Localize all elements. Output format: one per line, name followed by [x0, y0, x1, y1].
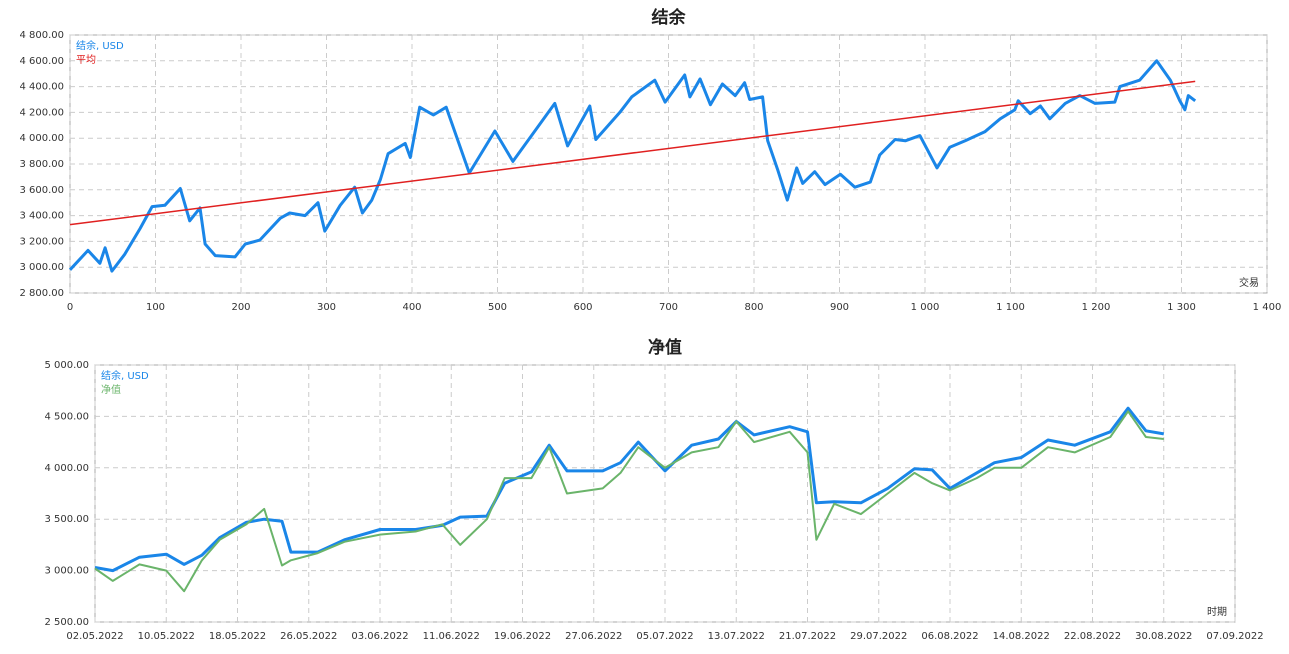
x-tick-label: 1 300: [1167, 302, 1196, 313]
x-tick-label: 21.07.2022: [779, 631, 836, 642]
legend-entry: 净值: [101, 383, 121, 396]
x-tick-label: 19.06.2022: [494, 631, 551, 642]
x-tick-label: 1 000: [911, 302, 940, 313]
y-tick-label: 3 000.00: [44, 566, 89, 577]
x-tick-label: 22.08.2022: [1064, 631, 1121, 642]
x-tick-label: 600: [573, 302, 592, 313]
y-tick-label: 2 500.00: [44, 617, 89, 628]
series-line: [68, 59, 1197, 273]
x-tick-label: 100: [146, 302, 165, 313]
legend-entry: 平均: [76, 54, 96, 66]
y-tick-label: 3 400.00: [19, 211, 64, 222]
x-tick-label: 200: [231, 302, 250, 313]
x-tick-label: 29.07.2022: [850, 631, 907, 642]
series-line: [94, 406, 1165, 573]
x-tick-label: 13.07.2022: [708, 631, 765, 642]
y-tick-label: 3 600.00: [19, 185, 64, 196]
x-tick-label: 03.06.2022: [351, 631, 408, 642]
x-tick-label: 1 200: [1082, 302, 1111, 313]
x-tick-label: 18.05.2022: [209, 631, 266, 642]
x-tick-label: 0: [67, 302, 73, 313]
y-tick-label: 3 200.00: [19, 236, 64, 247]
x-tick-label: 02.05.2022: [66, 631, 123, 642]
y-tick-label: 5 000.00: [44, 360, 89, 371]
chart-title: 结余: [652, 7, 687, 28]
y-tick-label: 2 800.00: [19, 288, 64, 299]
x-tick-label: 06.08.2022: [921, 631, 978, 642]
x-tick-label: 27.06.2022: [565, 631, 622, 642]
y-tick-label: 3 500.00: [44, 514, 89, 525]
x-tick-label: 10.05.2022: [138, 631, 195, 642]
x-tick-label: 30.08.2022: [1135, 631, 1192, 642]
series-line: [94, 410, 1164, 593]
x-tick-label: 1 100: [996, 302, 1025, 313]
y-tick-label: 4 800.00: [19, 30, 64, 41]
chart-title: 净值: [648, 337, 682, 358]
y-tick-label: 4 500.00: [44, 411, 89, 422]
x-tick-label: 800: [744, 302, 763, 313]
y-tick-label: 4 000.00: [44, 463, 89, 474]
y-tick-label: 3 800.00: [19, 159, 64, 170]
legend-entry: 结余, USD: [76, 39, 124, 52]
y-tick-label: 4 200.00: [19, 107, 64, 118]
x-tick-label: 14.08.2022: [993, 631, 1050, 642]
x-tick-label: 500: [488, 302, 507, 313]
x-axis-label: 时期: [1207, 606, 1227, 618]
legend-entry: 结余, USD: [101, 369, 149, 382]
y-tick-label: 4 600.00: [19, 56, 64, 67]
x-tick-label: 07.09.2022: [1206, 631, 1263, 642]
series-line: [69, 80, 1196, 226]
x-tick-label: 900: [830, 302, 849, 313]
x-tick-label: 26.05.2022: [280, 631, 337, 642]
y-tick-label: 4 000.00: [19, 133, 64, 144]
y-tick-label: 3 000.00: [19, 262, 64, 273]
x-tick-label: 300: [317, 302, 336, 313]
x-tick-label: 700: [659, 302, 678, 313]
y-tick-label: 4 400.00: [19, 82, 64, 93]
x-tick-label: 1 400: [1253, 302, 1282, 313]
x-tick-label: 400: [402, 302, 421, 313]
x-axis-label: 交易: [1239, 276, 1259, 289]
x-tick-label: 05.07.2022: [636, 631, 693, 642]
x-tick-label: 11.06.2022: [423, 631, 480, 642]
